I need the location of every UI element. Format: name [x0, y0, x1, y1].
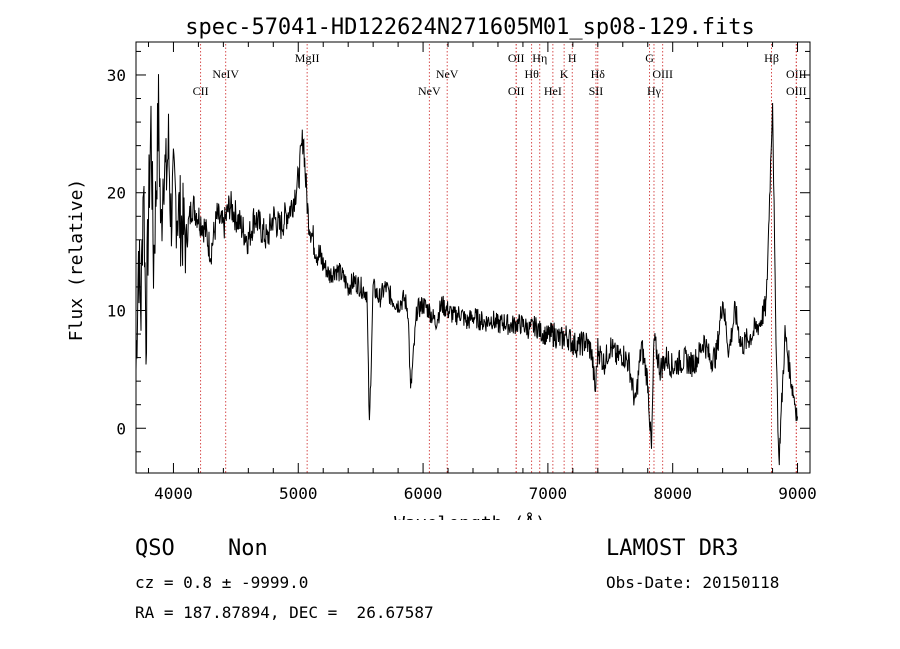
y-tick-label: 10	[107, 301, 126, 320]
survey-label: LAMOST DR3	[606, 536, 739, 561]
emission-line-label: OII	[508, 84, 525, 98]
redshift-text: cz = 0.8 ± -9999.0	[135, 573, 309, 592]
emission-line-label: NeV	[436, 67, 459, 81]
emission-line-label: OIII	[786, 84, 807, 98]
x-tick-label: 9000	[778, 484, 817, 503]
emission-line-label: Hη	[532, 51, 547, 65]
emission-line-label: G	[645, 51, 654, 65]
x-axis-label: Wavelength (Å)	[394, 512, 546, 520]
spectrum-line	[135, 74, 798, 466]
emission-line-label: SII	[589, 84, 604, 98]
y-tick-label: 0	[116, 419, 126, 438]
plot-frame	[135, 41, 811, 474]
emission-line-label: Hδ	[591, 67, 606, 81]
emission-line-label: Hθ	[524, 67, 539, 81]
spectrum-series	[135, 74, 798, 466]
emission-line-label: OIII	[786, 67, 807, 81]
obs-date-text: Obs-Date: 20150118	[606, 573, 780, 592]
x-tick-label: 4000	[154, 484, 193, 503]
y-axis-label: Flux (relative)	[66, 179, 87, 342]
spectrum-chart: spec-57041-HD122624N271605M01_sp08-129.f…	[66, 15, 817, 520]
emission-line-label: K	[560, 67, 569, 81]
x-tick-label: 7000	[529, 484, 568, 503]
emission-line-label: HeI	[544, 84, 562, 98]
coordinates-text: RA = 187.87894, DEC = 26.67587	[135, 603, 434, 622]
emission-line-label: H	[568, 51, 577, 65]
x-tick-label: 5000	[279, 484, 318, 503]
emission-line-label: CII	[193, 84, 209, 98]
class-label: QSO	[135, 536, 175, 561]
chart-title: spec-57041-HD122624N271605M01_sp08-129.f…	[185, 15, 755, 40]
emission-line-label: NeIV	[212, 67, 239, 81]
x-tick-label: 6000	[404, 484, 443, 503]
emission-line-markers: CIINeIVMgIINeVNeVOIIOIIHθHηHeIKHHδSIIGHγ…	[193, 44, 807, 473]
emission-line-label: OIII	[652, 67, 673, 81]
emission-line-label: Hβ	[764, 51, 779, 65]
y-tick-label: 20	[107, 184, 126, 203]
subclass-label: Non	[228, 536, 268, 561]
y-tick-label: 30	[107, 66, 126, 85]
emission-line-label: MgII	[295, 51, 320, 65]
axis-ticks: 4000 5000 6000 7000 8000 9000 0 10 20 30	[107, 42, 817, 503]
x-tick-label: 8000	[653, 484, 692, 503]
emission-line-label: Hγ	[647, 84, 662, 98]
emission-line-label: NeV	[418, 84, 441, 98]
